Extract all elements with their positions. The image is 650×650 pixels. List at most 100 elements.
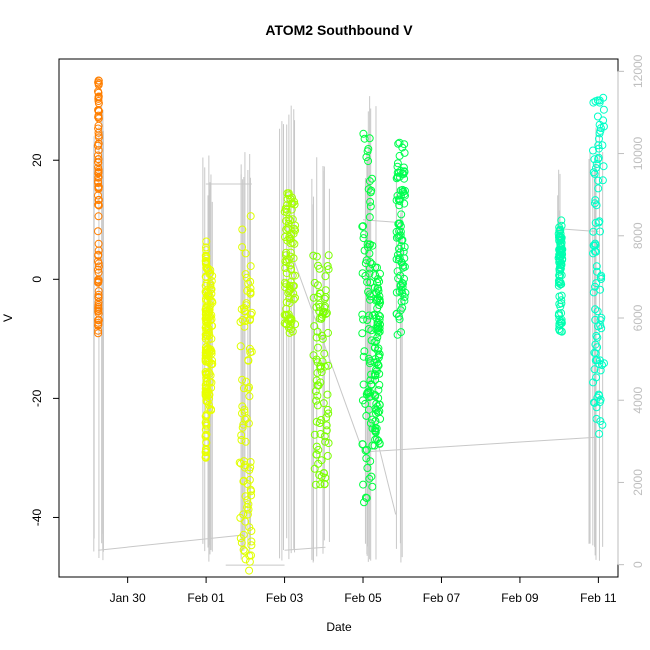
data-point: [595, 429, 604, 438]
data-point: [316, 480, 325, 489]
data-point: [238, 423, 247, 432]
data-point: [397, 210, 406, 219]
data-point: [596, 126, 605, 135]
data-point: [366, 419, 375, 428]
data-point: [557, 216, 566, 225]
data-point: [246, 463, 255, 472]
data-point: [289, 289, 298, 298]
data-point: [557, 299, 566, 308]
data-point: [309, 351, 318, 360]
data-point: [283, 195, 292, 203]
data-point: [365, 177, 374, 186]
data-point: [372, 288, 380, 297]
data-point: [205, 404, 214, 413]
data-point: [367, 370, 376, 379]
data-point: [322, 421, 331, 430]
data-point: [205, 394, 214, 403]
data-point: [371, 417, 380, 426]
data-point: [358, 269, 367, 278]
data-point: [556, 260, 565, 269]
data-point: [239, 420, 248, 429]
data-point: [206, 269, 215, 278]
data-point: [208, 298, 217, 307]
data-point: [207, 277, 216, 286]
data-point: [94, 111, 103, 120]
data-point: [310, 430, 319, 439]
data-point: [598, 141, 607, 150]
data-point: [555, 326, 564, 335]
data-point: [282, 208, 291, 217]
y2-tick-label: 8000: [631, 222, 645, 249]
data-point: [94, 124, 103, 133]
data-point: [363, 316, 372, 324]
data-point: [312, 303, 321, 312]
data-point: [321, 272, 330, 281]
data-point: [201, 418, 210, 427]
data-point: [364, 287, 373, 296]
data-point: [94, 257, 102, 266]
data-point: [284, 219, 293, 228]
data-point: [556, 317, 565, 326]
data-point: [309, 293, 318, 302]
y2-tick-label: 0: [631, 561, 645, 568]
data-point: [320, 432, 329, 441]
data-point: [557, 309, 566, 318]
data-point: [246, 262, 255, 271]
data-point: [323, 262, 332, 270]
data-point: [311, 480, 320, 489]
x-tick-label: Feb 05: [344, 591, 382, 605]
data-point: [598, 420, 607, 429]
data-point: [282, 258, 291, 267]
data-point: [247, 347, 256, 356]
data-point: [360, 134, 369, 143]
data-point: [400, 262, 409, 271]
data-point: [94, 329, 103, 338]
y2-tick-label: 2000: [631, 469, 645, 496]
data-point: [365, 213, 374, 222]
data-point: [314, 343, 322, 352]
data-point: [360, 347, 369, 356]
data-point: [320, 362, 329, 371]
data-point: [368, 482, 377, 491]
y2-tick-label: 4000: [631, 387, 645, 414]
data-point: [241, 555, 250, 564]
data-point: [401, 191, 409, 200]
data-point: [241, 249, 250, 258]
grey-line-segment: [284, 546, 326, 551]
data-point: [94, 106, 103, 114]
data-point: [359, 380, 368, 389]
data-point: [94, 93, 103, 102]
data-point: [597, 324, 606, 333]
x-tick-label: Feb 07: [423, 591, 461, 605]
data-point: [314, 459, 323, 468]
data-point: [596, 273, 605, 282]
data-point: [237, 436, 246, 444]
data-point: [203, 331, 212, 340]
data-point: [291, 293, 299, 302]
data-point: [400, 243, 409, 251]
grey-line-segment: [362, 436, 599, 453]
secondary-y-axis: 0 2000 4000 6000 8000 10000 12000: [617, 54, 645, 568]
data-point: [313, 381, 322, 390]
data-point: [245, 392, 254, 401]
data-point: [286, 320, 295, 329]
data-point: [310, 278, 319, 287]
data-point: [238, 243, 247, 252]
data-point: [290, 239, 299, 248]
data-point: [245, 557, 254, 566]
data-point: [393, 162, 402, 171]
data-point: [241, 317, 250, 325]
data-point: [596, 417, 605, 426]
data-point: [203, 296, 212, 305]
data-point: [555, 277, 564, 286]
data-point: [363, 243, 372, 252]
data-point: [590, 169, 599, 178]
data-point: [241, 437, 250, 446]
y-tick-label: 0: [30, 276, 44, 283]
data-point: [316, 430, 325, 438]
data-point: [599, 162, 608, 171]
data-point: [203, 385, 212, 394]
data-point: [94, 196, 103, 204]
data-point: [323, 405, 332, 414]
data-point: [593, 96, 602, 105]
